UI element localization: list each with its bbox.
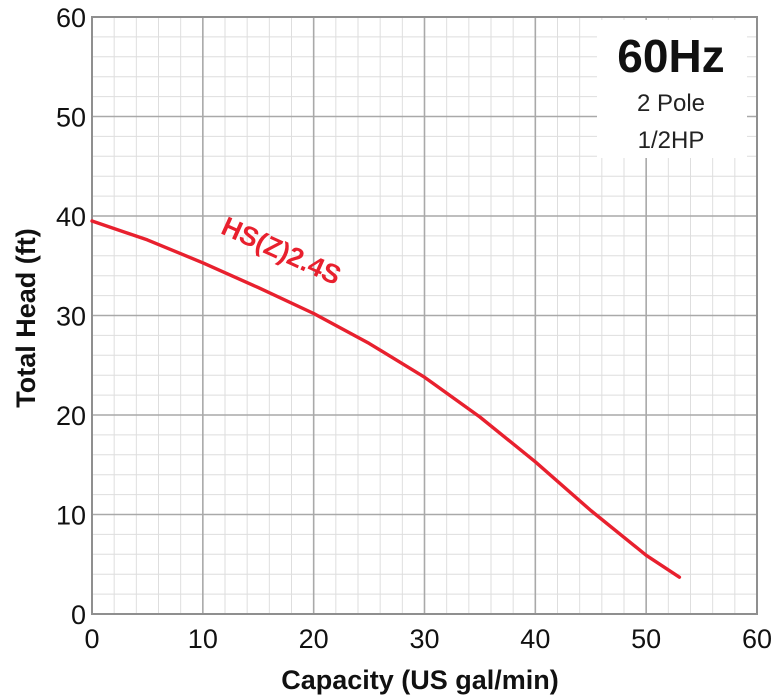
y-tick-labels: 0 10 20 30 40 50 60 [56, 3, 86, 630]
info-box: 60Hz 2 Pole 1/2HP [597, 20, 747, 158]
y-tick-label: 50 [56, 103, 86, 133]
x-tick-label: 60 [742, 624, 772, 654]
x-tick-label: 20 [299, 624, 329, 654]
pole-label: 2 Pole [637, 90, 705, 117]
power-label: 1/2HP [638, 127, 705, 154]
y-tick-label: 30 [56, 302, 86, 332]
x-tick-labels: 0 10 20 30 40 50 60 [84, 624, 772, 654]
y-tick-label: 60 [56, 3, 86, 33]
x-tick-label: 50 [631, 624, 661, 654]
plot-frame [91, 16, 758, 615]
x-tick-label: 10 [188, 624, 218, 654]
x-tick-label: 30 [409, 624, 439, 654]
info-box-background [597, 20, 747, 158]
series-line [90, 219, 682, 579]
x-tick-label: 0 [84, 624, 99, 654]
y-tick-label: 10 [56, 501, 86, 531]
frequency-label: 60Hz [617, 30, 724, 82]
y-tick-label: 40 [56, 202, 86, 232]
y-tick-label: 20 [56, 401, 86, 431]
y-axis-title: Total Head (ft) [11, 228, 41, 407]
x-tick-label: 40 [520, 624, 550, 654]
y-tick-label: 0 [71, 600, 86, 630]
x-axis-title: Capacity (US gal/min) [281, 665, 559, 695]
